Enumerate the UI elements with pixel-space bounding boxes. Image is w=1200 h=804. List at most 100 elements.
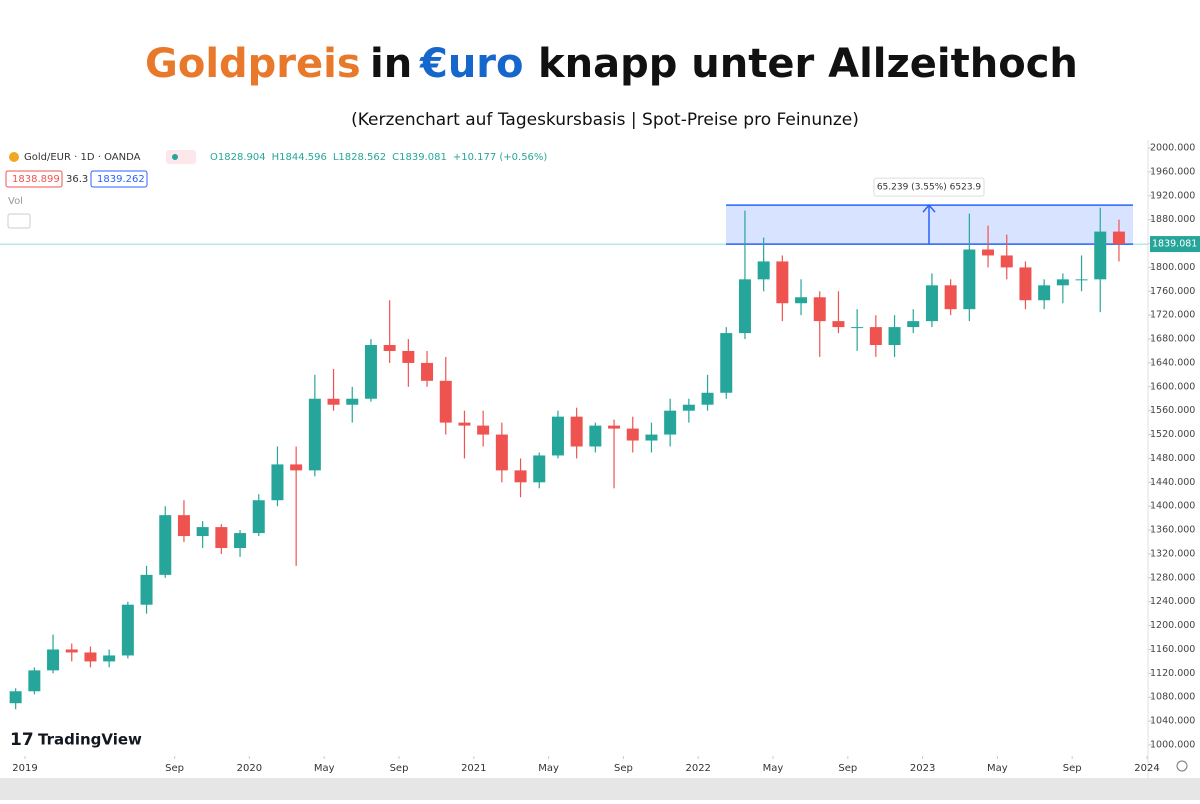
candle-body xyxy=(1056,279,1069,286)
candle-body xyxy=(851,327,864,329)
x-tick-label: Sep xyxy=(838,763,857,774)
x-tick-label: May xyxy=(987,763,1008,774)
x-tick-label: May xyxy=(538,763,559,774)
candle-body xyxy=(177,515,190,537)
candle-body xyxy=(47,649,60,671)
y-tick-label: 1560.000 xyxy=(1150,405,1195,416)
status-dot xyxy=(172,154,178,160)
candle-body xyxy=(234,533,247,548)
candle-body xyxy=(9,691,22,704)
y-tick-label: 1520.000 xyxy=(1150,429,1195,440)
candle-body xyxy=(28,670,41,692)
y-tick-label: 1640.000 xyxy=(1150,357,1195,368)
subtitle: (Kerzenchart auf Tageskursbasis | Spot-P… xyxy=(351,110,859,130)
candle-body xyxy=(140,574,153,605)
candle-body xyxy=(477,425,490,435)
ohlc-value: +10.177 (+0.56%) xyxy=(453,152,548,163)
candle-body xyxy=(626,428,639,441)
candle-body xyxy=(608,425,621,429)
title-part: €uro xyxy=(419,41,524,87)
price-tag-label: 1839.081 xyxy=(1152,239,1197,250)
y-tick-label: 2000.000 xyxy=(1150,143,1195,154)
ohlc-value: H1844.596 xyxy=(272,152,327,163)
status-badge xyxy=(166,150,196,164)
candle-body xyxy=(533,455,546,483)
candle-body xyxy=(421,362,434,381)
x-tick-label: May xyxy=(763,763,784,774)
candle-body xyxy=(589,425,602,447)
x-tick-label: 2024 xyxy=(1134,763,1159,774)
collapse-button[interactable] xyxy=(7,213,31,229)
candle-body xyxy=(907,321,920,328)
x-tick-label: 2019 xyxy=(12,763,37,774)
candle-body xyxy=(1019,267,1032,301)
y-tick-label: 1040.000 xyxy=(1150,716,1195,727)
candle-body xyxy=(944,285,957,310)
measure-label-box xyxy=(873,177,985,197)
x-tick-label: 2020 xyxy=(237,763,262,774)
title-part: knapp unter Allzeithoch xyxy=(538,41,1078,87)
candle-body xyxy=(776,261,789,304)
bottom-bar xyxy=(0,778,1200,800)
ask: 1839.262 xyxy=(97,174,145,185)
candle-body xyxy=(888,327,901,346)
title-part: Goldpreis xyxy=(145,41,361,87)
candle-body xyxy=(495,434,508,471)
candle-body xyxy=(271,464,284,501)
candle-body xyxy=(645,434,658,441)
ohlc-value: L1828.562 xyxy=(333,152,386,163)
x-tick-label: Sep xyxy=(1063,763,1082,774)
volume-label: Vol xyxy=(8,196,23,207)
y-tick-label: 1160.000 xyxy=(1150,644,1195,655)
candle-body xyxy=(364,345,377,399)
y-tick-label: 1200.000 xyxy=(1150,620,1195,631)
candle-body xyxy=(346,398,359,405)
settings-icon[interactable] xyxy=(1176,760,1188,772)
candle-body xyxy=(65,649,78,653)
candle-body xyxy=(551,416,564,456)
y-tick-label: 1760.000 xyxy=(1150,286,1195,297)
symbol-icon xyxy=(9,152,19,162)
y-tick-label: 1880.000 xyxy=(1150,214,1195,225)
candle-body xyxy=(682,404,695,411)
candle-body xyxy=(84,652,97,662)
x-tick-label: Sep xyxy=(614,763,633,774)
y-tick-label: 1600.000 xyxy=(1150,381,1195,392)
candle-body xyxy=(664,410,677,435)
candle-body xyxy=(215,527,228,548)
bid: 1838.899 xyxy=(12,174,60,185)
candle-body xyxy=(402,350,415,363)
measure-arrowhead xyxy=(922,203,936,213)
y-tick-label: 1920.000 xyxy=(1150,190,1195,201)
y-tick-label: 1240.000 xyxy=(1150,596,1195,607)
candle-body xyxy=(925,285,938,322)
candle-body xyxy=(1094,231,1107,280)
candle-body xyxy=(869,327,882,346)
candle-body xyxy=(982,249,995,256)
candle-body xyxy=(308,398,321,471)
candle-body xyxy=(757,261,770,280)
price-tag xyxy=(1150,236,1200,253)
y-tick-label: 1280.000 xyxy=(1150,572,1195,583)
candle-body xyxy=(832,321,845,328)
candle-body xyxy=(121,604,134,656)
symbol: Gold/EUR · 1D · OANDA xyxy=(24,152,141,163)
bid-box xyxy=(5,170,63,188)
y-tick-label: 1320.000 xyxy=(1150,548,1195,559)
candle-body xyxy=(1000,255,1013,268)
x-tick-label: Sep xyxy=(390,763,409,774)
candle-body xyxy=(963,249,976,310)
measure-label: 65.239 (3.55%) 6523.9 xyxy=(877,183,982,193)
y-tick-label: 1400.000 xyxy=(1150,501,1195,512)
y-tick-label: 1360.000 xyxy=(1150,525,1195,536)
y-tick-label: 1960.000 xyxy=(1150,166,1195,177)
spread: 36.3 xyxy=(66,174,88,185)
x-tick-label: May xyxy=(314,763,335,774)
ohlc-value: C1839.081 xyxy=(392,152,447,163)
candle-body xyxy=(327,398,340,405)
y-tick-label: 1800.000 xyxy=(1150,262,1195,273)
logo-mark: 17 xyxy=(10,730,34,750)
candle-body xyxy=(458,422,471,426)
